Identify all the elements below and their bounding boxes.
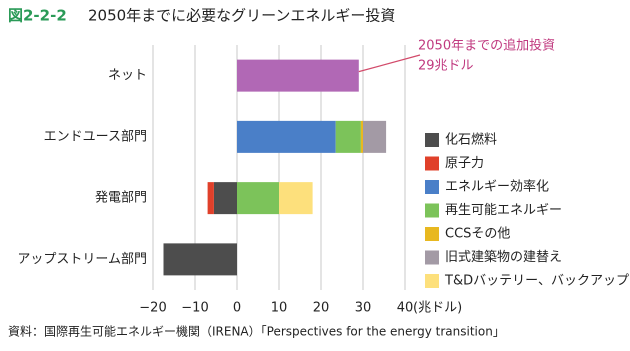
y-tick-label: アップストリーム部門 <box>17 252 147 267</box>
legend-label: T&Dバッテリー、バックアップ <box>444 274 629 289</box>
bar <box>237 182 279 215</box>
y-tick-label: エンドユース部門 <box>44 129 147 144</box>
x-tick-label: 0 <box>233 301 241 316</box>
x-tick-label: 20 <box>313 301 330 316</box>
legend-swatch <box>425 156 439 171</box>
y-tick-label: 発電部門 <box>95 191 147 206</box>
legend-label: 化石燃料 <box>445 132 497 148</box>
legend-swatch <box>425 180 439 194</box>
data-label: 29兆ドル <box>418 59 474 74</box>
legend-swatch <box>425 274 439 288</box>
bar <box>360 120 363 153</box>
bar <box>363 120 387 153</box>
legend-label: エネルギー効率化 <box>445 179 549 195</box>
bar <box>163 243 237 276</box>
x-tick-label: 10 <box>271 301 288 316</box>
x-tick-label: −20 <box>139 301 166 316</box>
bar <box>279 182 313 215</box>
x-tick-label: −10 <box>181 301 208 316</box>
legend-swatch <box>425 227 439 241</box>
bar <box>335 120 361 153</box>
legend-swatch <box>425 203 439 218</box>
figure-number: 図2-2-2 <box>8 7 67 25</box>
legend-label: 旧式建築物の建替え <box>445 250 562 265</box>
annotation-line <box>358 54 421 73</box>
legend-label: 原子力 <box>445 156 484 171</box>
legend-label: 再生可能エネルギー <box>445 203 562 218</box>
source: 資料：国際再生可能エネルギー機関（IRENA）「Perspectives for… <box>8 324 505 339</box>
bar <box>213 182 237 215</box>
bar <box>237 59 359 92</box>
legend-swatch <box>425 133 439 147</box>
x-tick-label: 40 <box>397 301 414 316</box>
legend-swatch <box>425 250 439 265</box>
chart-title: 2050年までに必要なグリーンエネルギー投資 <box>88 7 395 25</box>
bar <box>237 120 336 153</box>
legend-label: CCSその他 <box>445 227 510 242</box>
y-tick-label: ネット <box>108 68 147 83</box>
x-axis-label: (兆ドル) <box>413 301 462 316</box>
x-tick-label: 30 <box>355 301 372 316</box>
annotation: 2050年までの追加投資 <box>418 38 555 54</box>
bar <box>207 182 214 215</box>
